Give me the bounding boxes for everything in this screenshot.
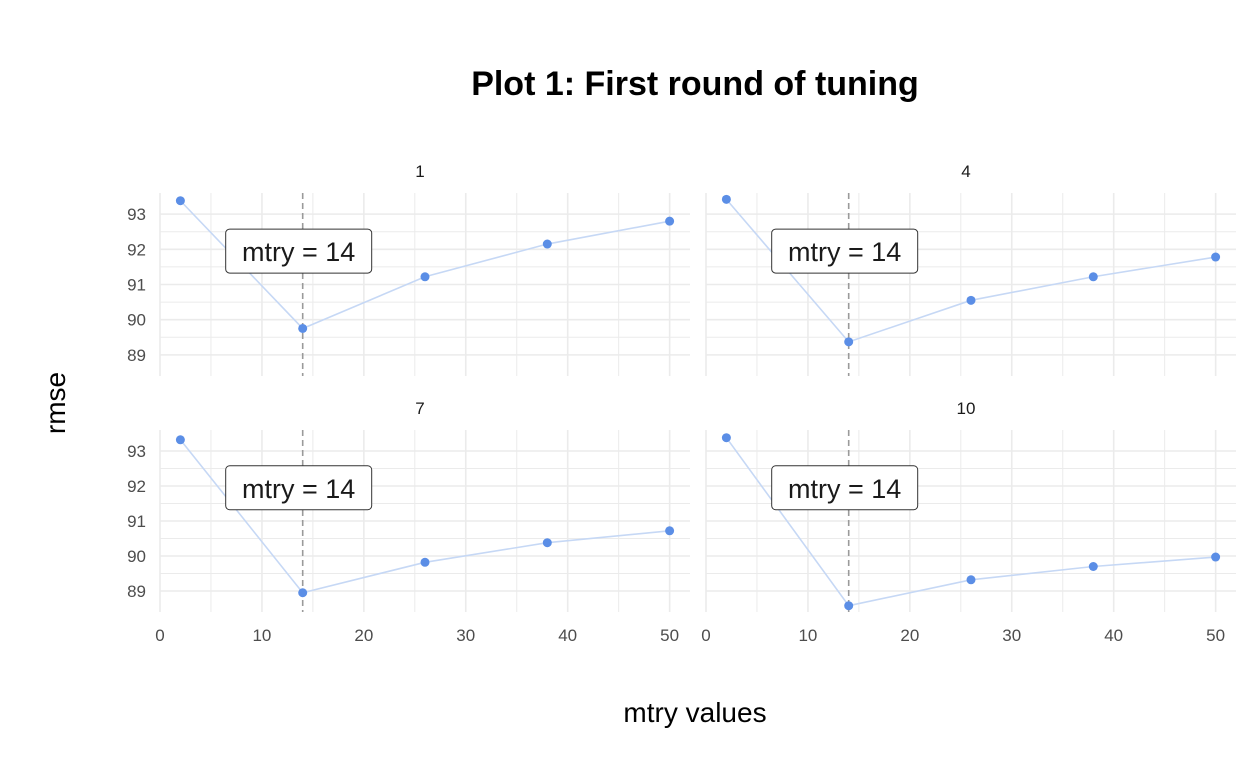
x-tick-label: 0 <box>155 626 164 645</box>
annotation-box <box>771 228 919 274</box>
x-tick-label: 50 <box>1206 626 1225 645</box>
data-point <box>966 575 976 585</box>
data-point <box>844 601 854 611</box>
facet-panel-7: 7 mtry = 14 89 90 91 92 93 0 10 20 30 40 50 <box>127 399 690 645</box>
data-point <box>1211 552 1221 562</box>
data-point <box>420 272 430 282</box>
data-point <box>665 526 675 536</box>
chart-title: Plot 1: First round of tuning <box>471 65 919 103</box>
y-axis-title: rmse <box>40 372 71 434</box>
y-tick-label: 89 <box>127 582 146 601</box>
x-tick-label: 30 <box>456 626 475 645</box>
data-point <box>1088 562 1098 571</box>
facet-label: 4 <box>961 162 970 181</box>
facet-panel-4: 4 mtry = 14 <box>705 162 1236 376</box>
y-tick-label: 90 <box>127 547 146 566</box>
data-point <box>721 194 731 204</box>
facet-panel-10: 10 mtry = 14 0 10 20 30 40 50 <box>701 399 1236 645</box>
facet-panels: 1 mtry = 14 89 90 91 92 93 4 mtry = 14 7 mtry = 14… <box>127 162 1236 645</box>
y-tick-label: 92 <box>127 240 146 259</box>
annotation-label: mtry = 14 <box>225 465 373 511</box>
x-tick-label: 50 <box>660 626 679 645</box>
data-point <box>1211 252 1221 262</box>
data-point <box>175 435 185 445</box>
annotation-text: mtry = 14 <box>242 474 355 504</box>
data-point <box>298 323 308 333</box>
y-tick-label: 92 <box>127 477 146 496</box>
annotation-label: mtry = 14 <box>771 465 919 511</box>
x-tick-label: 0 <box>701 626 710 645</box>
facet-label: 10 <box>957 399 976 418</box>
y-tick-label: 91 <box>127 512 146 531</box>
data-point <box>542 538 552 548</box>
facet-label: 1 <box>415 162 424 181</box>
annotation-text: mtry = 14 <box>788 237 901 267</box>
data-point <box>665 216 675 226</box>
y-tick-label: 93 <box>127 442 146 461</box>
x-axis-title: mtry values <box>623 697 766 728</box>
annotation-box <box>225 465 373 511</box>
annotation-text: mtry = 14 <box>788 474 901 504</box>
y-tick-label: 89 <box>127 346 146 365</box>
data-point <box>721 433 731 443</box>
facet-panel-1: 1 mtry = 14 89 90 91 92 93 <box>127 162 690 376</box>
x-tick-label: 10 <box>252 626 271 645</box>
data-point <box>844 337 854 347</box>
x-tick-label: 20 <box>900 626 919 645</box>
annotation-box <box>771 465 919 511</box>
y-tick-label: 91 <box>127 276 146 295</box>
data-point <box>542 239 552 249</box>
x-tick-label: 10 <box>798 626 817 645</box>
x-tick-label: 40 <box>558 626 577 645</box>
data-point <box>175 196 185 206</box>
data-point <box>1088 272 1098 282</box>
annotation-label: mtry = 14 <box>225 228 373 274</box>
data-point <box>966 295 976 305</box>
series-line <box>179 439 670 594</box>
y-tick-label: 93 <box>127 205 146 224</box>
annotation-label: mtry = 14 <box>771 228 919 274</box>
x-tick-label: 40 <box>1104 626 1123 645</box>
annotation-box <box>225 228 373 274</box>
facet-label: 7 <box>415 399 424 418</box>
data-point <box>298 588 308 598</box>
y-tick-label: 90 <box>127 311 146 330</box>
annotation-text: mtry = 14 <box>242 237 355 267</box>
data-point <box>420 557 430 567</box>
x-tick-label: 30 <box>1002 626 1021 645</box>
x-tick-label: 20 <box>354 626 373 645</box>
